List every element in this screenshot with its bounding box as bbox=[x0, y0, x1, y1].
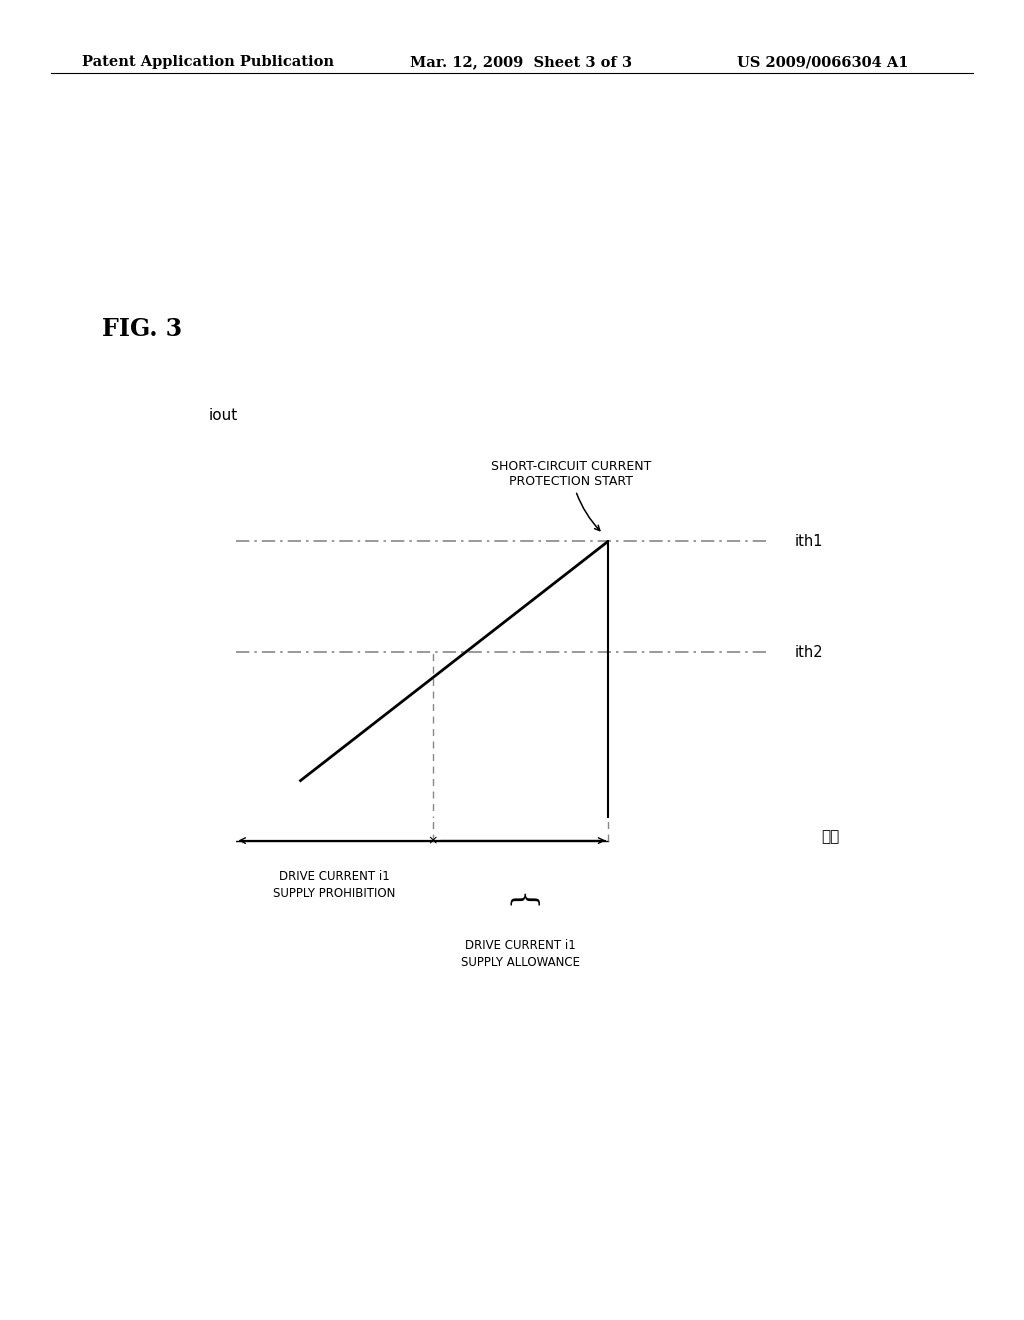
Text: {: { bbox=[505, 892, 536, 912]
Text: US 2009/0066304 A1: US 2009/0066304 A1 bbox=[737, 55, 908, 70]
Text: Patent Application Publication: Patent Application Publication bbox=[82, 55, 334, 70]
Text: 時間: 時間 bbox=[821, 829, 840, 845]
Text: $\times$: $\times$ bbox=[427, 834, 438, 847]
Text: iout: iout bbox=[209, 408, 239, 422]
Text: Mar. 12, 2009  Sheet 3 of 3: Mar. 12, 2009 Sheet 3 of 3 bbox=[410, 55, 632, 70]
Text: FIG. 3: FIG. 3 bbox=[102, 317, 182, 341]
Text: DRIVE CURRENT i1
SUPPLY PROHIBITION: DRIVE CURRENT i1 SUPPLY PROHIBITION bbox=[272, 870, 395, 900]
Text: DRIVE CURRENT i1
SUPPLY ALLOWANCE: DRIVE CURRENT i1 SUPPLY ALLOWANCE bbox=[461, 939, 580, 969]
Text: ith2: ith2 bbox=[795, 644, 823, 660]
Text: SHORT-CIRCUIT CURRENT
PROTECTION START: SHORT-CIRCUIT CURRENT PROTECTION START bbox=[490, 459, 651, 531]
Text: ith1: ith1 bbox=[795, 533, 823, 549]
